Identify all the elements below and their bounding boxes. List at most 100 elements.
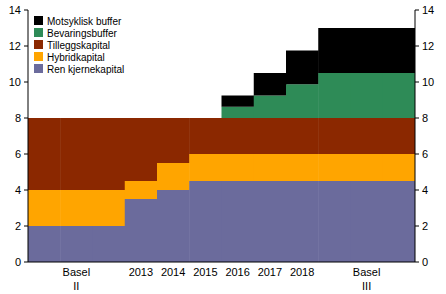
bar-segment	[60, 118, 93, 119]
bar-segment	[318, 154, 351, 181]
y-tick-label: 8	[15, 112, 21, 124]
y-tick-label-right: 6	[422, 148, 428, 160]
bar-segment	[254, 96, 287, 119]
bar-segment	[189, 118, 222, 119]
bar-segment	[189, 118, 222, 154]
y-tick	[24, 46, 28, 47]
y-axis	[28, 10, 29, 262]
bar-segment	[60, 226, 93, 262]
bar-segment	[125, 199, 158, 262]
bar-segment	[286, 181, 319, 262]
bars	[28, 28, 415, 262]
bar-segment	[157, 163, 190, 190]
bar-segment	[93, 118, 126, 119]
y-tick-label: 12	[9, 40, 21, 52]
bar-segment	[28, 118, 61, 119]
bar-segment	[351, 28, 384, 73]
bar-segment	[222, 96, 255, 107]
bar-segment	[254, 73, 287, 96]
bar-segment	[351, 118, 384, 154]
y-tick	[24, 82, 28, 83]
y-tick-label: 0	[15, 256, 21, 268]
bar-segment	[383, 181, 415, 262]
bar-segment	[125, 118, 158, 181]
bar-segment	[351, 154, 384, 181]
legend-label: Bevaringsbuffer	[47, 28, 118, 39]
bar-segment	[351, 181, 384, 262]
bar-segment	[125, 118, 158, 119]
bar-segment	[222, 107, 255, 118]
legend-label: Motsyklisk buffer	[47, 16, 122, 27]
bar-segment	[60, 118, 93, 119]
bar-segment	[28, 118, 61, 190]
bar-segment	[93, 118, 126, 119]
bar-segment	[254, 154, 287, 181]
y-tick-right	[415, 118, 419, 119]
bar-segment	[254, 181, 287, 262]
chart: 0022446688101012121414BaselII20132014201…	[0, 0, 446, 294]
bar-segment	[318, 73, 351, 118]
x-tick-label: 2015	[193, 266, 217, 278]
y-tick-label: 2	[15, 220, 21, 232]
y-tick-right	[415, 82, 419, 83]
bar-segment	[60, 190, 93, 226]
bar-segment	[286, 118, 319, 154]
x-tick-label-line: Basel	[353, 266, 381, 278]
x-axis	[28, 262, 415, 263]
bar-segment	[383, 154, 415, 181]
bar-segment	[157, 190, 190, 262]
y-tick-right	[415, 190, 419, 191]
y-tick-label-right: 2	[422, 220, 428, 232]
y-tick-right	[415, 10, 419, 11]
y-tick	[24, 262, 28, 263]
y-tick	[24, 10, 28, 11]
bar-segment	[222, 154, 255, 181]
legend: Motsyklisk bufferBevaringsbufferTilleggs…	[34, 16, 124, 75]
legend-label: Hybridkapital	[47, 52, 105, 63]
y-tick-label-right: 4	[422, 184, 428, 196]
legend-swatch	[34, 28, 43, 37]
y-tick-right	[415, 154, 419, 155]
y-axis-right	[415, 10, 416, 262]
bar-segment	[318, 28, 351, 73]
bar-segment	[222, 118, 255, 154]
bar-segment	[93, 118, 126, 190]
bar-segment	[189, 154, 222, 181]
y-tick-label: 4	[15, 184, 21, 196]
x-tick-label: 2013	[129, 266, 153, 278]
bar-segment	[351, 73, 384, 118]
bar-segment	[125, 181, 158, 199]
y-tick-label-right: 8	[422, 112, 428, 124]
y-tick-label-right: 14	[422, 4, 434, 16]
y-tick-label: 10	[9, 76, 21, 88]
legend-swatch	[34, 40, 43, 49]
y-tick-right	[415, 226, 419, 227]
y-tick-label-right: 10	[422, 76, 434, 88]
legend-swatch	[34, 64, 43, 73]
bar-segment	[157, 118, 190, 163]
legend-label: Tilleggskapital	[47, 40, 110, 51]
legend-label: Ren kjernekapital	[47, 64, 124, 75]
bar-segment	[383, 118, 415, 154]
bar-segment	[93, 226, 126, 262]
y-tick-right	[415, 46, 419, 47]
x-tick-label-line: III	[362, 280, 371, 292]
y-tick-label: 14	[9, 4, 21, 16]
bar-segment	[189, 181, 222, 262]
bar-segment	[60, 118, 93, 190]
x-tick-label: 2014	[161, 266, 185, 278]
bar-segment	[93, 190, 126, 226]
bar-segment	[189, 118, 222, 119]
bar-segment	[28, 226, 61, 262]
x-tick-label: Basel III	[353, 266, 381, 292]
legend-swatch	[34, 52, 43, 61]
bar-segment	[28, 118, 61, 119]
y-tick	[24, 190, 28, 191]
x-tick-label-line: Basel	[63, 266, 91, 278]
bar-segment	[222, 181, 255, 262]
y-tick	[24, 154, 28, 155]
bar-segment	[286, 84, 319, 118]
bar-segment	[125, 118, 158, 119]
y-tick-right	[415, 262, 419, 263]
y-tick	[24, 118, 28, 119]
